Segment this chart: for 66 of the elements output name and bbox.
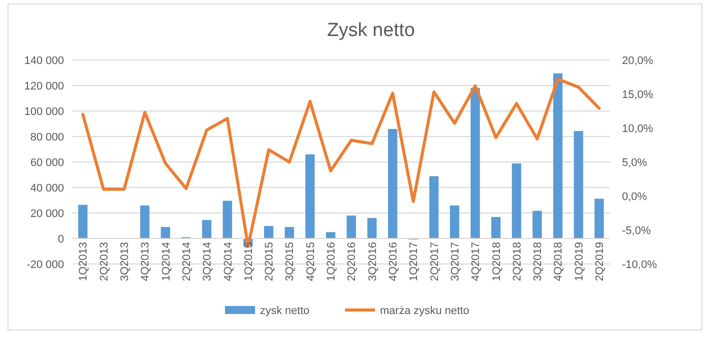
x-tick-label: 4Q2015 <box>304 242 317 282</box>
y2-tick-label: 20,0% <box>622 54 654 67</box>
bar <box>346 216 356 238</box>
y2-tick-label: -10,0% <box>622 258 658 271</box>
x-tick-label: 2Q2019 <box>594 242 606 282</box>
y-tick-label: 120 000 <box>24 80 64 92</box>
bar <box>470 88 480 238</box>
x-tick-label: 1Q2015 <box>242 242 255 282</box>
y2-tick-label: -5,0% <box>622 224 651 237</box>
x-tick-label: 3Q2018 <box>532 242 544 282</box>
x-tick-label: 1Q2013 <box>78 242 90 282</box>
x-tick-label: 4Q2013 <box>140 242 152 282</box>
x-tick-label: 3Q2015 <box>284 242 296 282</box>
x-tick-label: 3Q2017 <box>449 242 462 282</box>
x-tick-label: 1Q2019 <box>573 242 586 282</box>
x-tick-label: 4Q2014 <box>222 242 234 282</box>
x-tick-label: 1Q2018 <box>490 242 503 282</box>
x-tick-label: 2Q2017 <box>428 242 441 282</box>
bar <box>284 227 294 238</box>
chart-title: Zysk netto <box>327 20 415 41</box>
bar <box>491 216 501 238</box>
bar <box>202 220 212 238</box>
x-tick-label: 2Q2016 <box>346 242 358 282</box>
bar <box>140 205 150 238</box>
x-tick-label: 3Q2016 <box>366 242 379 282</box>
bar <box>305 154 315 238</box>
bar <box>429 176 439 238</box>
bar <box>532 210 542 238</box>
legend-label: zysk netto <box>260 304 310 317</box>
bar <box>553 73 562 238</box>
x-tick-label: 4Q2018 <box>552 242 565 282</box>
bar <box>512 163 522 238</box>
bar <box>78 204 88 238</box>
y-tick-label: 40 000 <box>30 182 64 194</box>
x-tick-label: 2Q2014 <box>180 242 193 282</box>
y-tick-label: 60 000 <box>30 156 64 169</box>
x-tick-label: 1Q2014 <box>160 242 172 282</box>
y-tick-label: -20 000 <box>26 258 64 271</box>
bar <box>594 198 604 238</box>
x-tick-label: 2Q2013 <box>98 242 110 282</box>
x-tick-label: 1Q2016 <box>326 242 338 282</box>
y-tick-label: 20 000 <box>30 208 64 220</box>
y2-tick-label: 15,0% <box>622 88 654 101</box>
y2-tick-label: 5,0% <box>622 156 648 169</box>
y-tick-label: 100 000 <box>24 106 64 118</box>
x-tick-label: 4Q2016 <box>387 242 400 282</box>
x-tick-label: 2Q2018 <box>511 242 524 282</box>
x-tick-label: 4Q2017 <box>470 242 482 282</box>
legend-label: marża zysku netto <box>380 304 470 317</box>
y-tick-label: 0 <box>58 233 64 246</box>
bar <box>264 226 274 238</box>
y2-tick-label: 0,0% <box>622 190 648 203</box>
bar <box>367 218 377 238</box>
x-tick-label: 3Q2014 <box>202 242 214 282</box>
bar <box>574 131 584 238</box>
bar <box>160 227 170 238</box>
x-tick-label: 2Q2015 <box>264 242 276 282</box>
bar <box>222 200 232 238</box>
x-tick-label: 3Q2013 <box>119 242 131 282</box>
y2-tick-label: 10,0% <box>622 122 654 135</box>
bar <box>388 128 398 238</box>
x-tick-label: 1Q2017 <box>408 242 420 282</box>
bar <box>450 205 460 238</box>
y-tick-label: 140 000 <box>24 54 64 67</box>
y-tick-label: 80 000 <box>30 131 64 144</box>
bar <box>326 232 336 238</box>
